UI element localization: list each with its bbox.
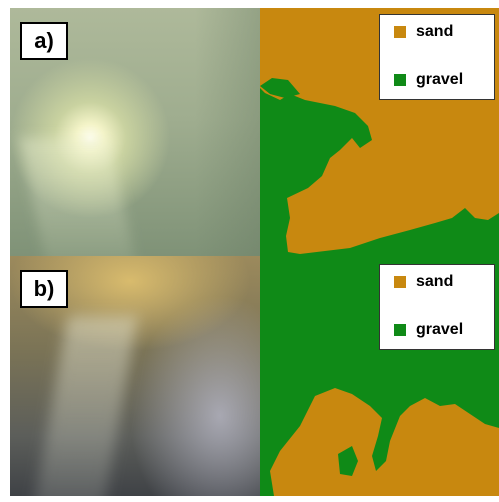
classification-map-b: sand gravel — [260, 256, 499, 496]
gravel-swatch — [394, 324, 406, 336]
legend-label-sand: sand — [416, 23, 453, 41]
seafloor-photo-a: a) — [10, 8, 260, 256]
sand-swatch — [394, 276, 406, 288]
legend-item-sand: sand — [394, 273, 453, 291]
legend-label-gravel: gravel — [416, 321, 463, 339]
legend-item-gravel: gravel — [394, 321, 463, 339]
panel-label-a: a) — [20, 22, 68, 60]
legend-label-gravel: gravel — [416, 71, 463, 89]
legend-label-sand: sand — [416, 273, 453, 291]
legend-b: sand gravel — [379, 264, 495, 350]
legend-item-sand: sand — [394, 23, 453, 41]
panel-label-b: b) — [20, 270, 68, 308]
seafloor-photo-b: b) — [10, 256, 260, 496]
classification-map-a: sand gravel — [260, 8, 499, 256]
sand-swatch — [394, 26, 406, 38]
legend-item-gravel: gravel — [394, 71, 463, 89]
gravel-swatch — [394, 74, 406, 86]
legend-a: sand gravel — [379, 14, 495, 100]
